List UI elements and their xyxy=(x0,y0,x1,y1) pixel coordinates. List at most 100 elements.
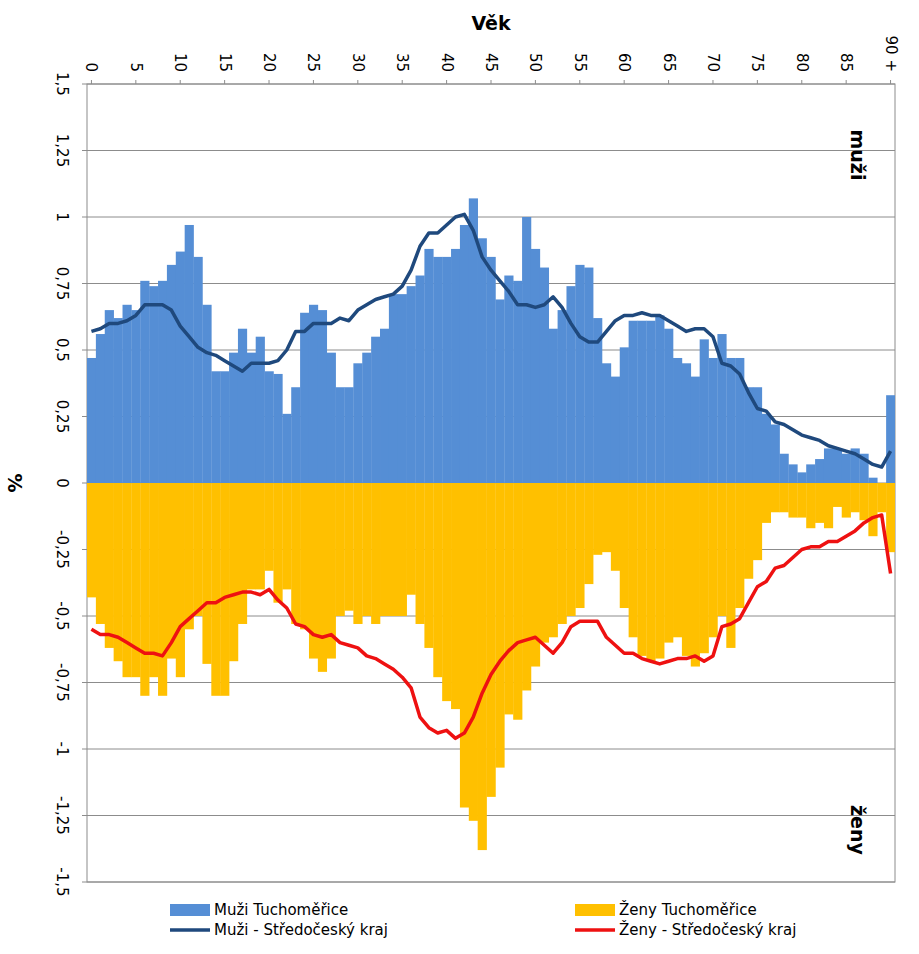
y-axis-title: % xyxy=(4,473,26,492)
legend-label: Ženy - Středočeský kraj xyxy=(619,920,796,939)
bar xyxy=(247,483,256,589)
bar xyxy=(123,483,132,677)
x-tick-label: 40 xyxy=(438,53,456,72)
x-tick xyxy=(668,80,669,84)
x-tick xyxy=(624,80,625,84)
bar xyxy=(105,483,114,648)
bar xyxy=(682,483,691,656)
bar xyxy=(211,483,220,696)
bar xyxy=(735,483,744,608)
bar xyxy=(824,448,833,483)
bar xyxy=(575,483,584,608)
y-tick-label: -0,75 xyxy=(53,663,71,702)
bar xyxy=(238,483,247,624)
bar xyxy=(655,483,664,659)
grid-line xyxy=(87,150,895,151)
y-tick xyxy=(82,549,87,550)
bar xyxy=(291,387,300,483)
plot-frame xyxy=(87,84,895,882)
bar xyxy=(220,371,229,483)
bar xyxy=(194,257,203,483)
bar xyxy=(833,483,842,507)
bar xyxy=(273,483,282,603)
bar xyxy=(487,483,496,797)
bar xyxy=(593,483,602,555)
bar xyxy=(380,329,389,483)
bar xyxy=(620,483,629,608)
bar xyxy=(460,483,469,808)
y-tick xyxy=(82,616,87,617)
y-tick xyxy=(82,350,87,351)
x-tick-label: 10 xyxy=(171,53,189,72)
bar xyxy=(336,483,345,616)
legend-swatch xyxy=(575,904,615,916)
bar xyxy=(673,483,682,637)
line xyxy=(91,214,890,467)
bar xyxy=(353,483,362,624)
bar xyxy=(504,276,513,483)
x-tick xyxy=(224,80,225,84)
bar xyxy=(664,329,673,483)
bar xyxy=(549,329,558,483)
bar xyxy=(859,483,868,520)
bar xyxy=(522,483,531,690)
bar xyxy=(131,310,140,483)
bar xyxy=(416,276,425,483)
y-tick-label: -1,5 xyxy=(53,867,71,896)
bar xyxy=(238,329,247,483)
bar xyxy=(842,483,851,518)
bar xyxy=(877,483,886,512)
bar xyxy=(114,483,123,661)
bar xyxy=(442,483,451,701)
bar xyxy=(558,310,567,483)
bar xyxy=(629,483,638,637)
bar xyxy=(96,334,105,483)
y-tick xyxy=(82,749,87,750)
bar xyxy=(114,318,123,483)
y-tick-label: 0 xyxy=(53,478,71,488)
chart: -1,5-1,25-1-0,75-0,5-0,2500,250,50,7511,… xyxy=(0,0,919,954)
y-tick-label: -0,25 xyxy=(53,530,71,569)
annotation: ženy xyxy=(847,805,869,855)
bar xyxy=(318,310,327,483)
bar xyxy=(851,483,860,512)
bar xyxy=(265,483,274,571)
bar xyxy=(646,483,655,661)
bar xyxy=(87,358,96,483)
bar xyxy=(256,337,265,483)
grid-line xyxy=(87,815,895,816)
bar xyxy=(744,483,753,579)
bar xyxy=(336,387,345,483)
x-tick-label: 65 xyxy=(660,53,678,72)
bar xyxy=(353,363,362,483)
bar xyxy=(96,483,105,624)
bar xyxy=(407,286,416,483)
bar xyxy=(602,483,611,552)
x-tick-label: 35 xyxy=(393,53,411,72)
x-tick xyxy=(135,80,136,84)
x-tick xyxy=(313,80,314,84)
bar xyxy=(229,483,238,661)
bar xyxy=(327,353,336,483)
legend-swatch xyxy=(170,928,210,932)
legend-swatch xyxy=(170,904,210,916)
bar xyxy=(300,483,309,629)
y-tick-label: 0,75 xyxy=(53,267,71,300)
bar xyxy=(771,424,780,483)
bar xyxy=(371,483,380,624)
x-tick-label: 55 xyxy=(571,53,589,72)
line xyxy=(91,515,890,738)
bar xyxy=(522,217,531,483)
bar xyxy=(833,448,842,483)
x-tick-label: 70 xyxy=(704,53,722,72)
bar xyxy=(664,483,673,643)
y-tick xyxy=(82,483,87,484)
x-tick xyxy=(180,80,181,84)
y-tick xyxy=(82,84,87,85)
bar xyxy=(584,483,593,584)
y-tick-label: -1 xyxy=(53,742,71,757)
bar xyxy=(806,464,815,483)
bar xyxy=(513,483,522,720)
x-tick-label: 15 xyxy=(216,53,234,72)
bar xyxy=(638,483,647,656)
